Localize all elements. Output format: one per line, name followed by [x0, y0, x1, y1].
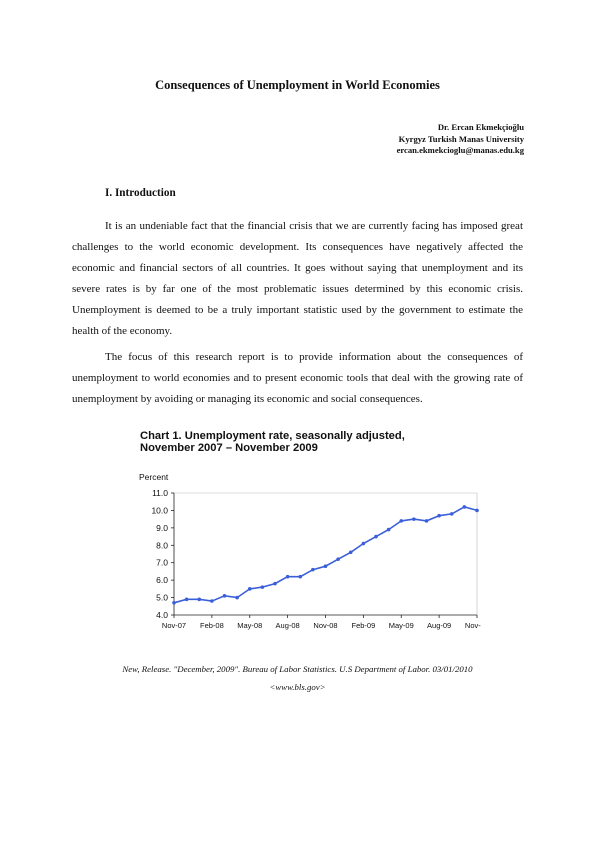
data-point: [222, 594, 227, 598]
paper-title: Consequences of Unemployment in World Ec…: [155, 78, 440, 92]
data-point: [311, 567, 315, 572]
data-point: [260, 585, 265, 589]
chart-plot: 4.0 5.0 6.0 7.0 8.0 9.0 10.0 11.0 Nov-07 Feb-08 Ma…: [151, 488, 481, 630]
chart-y-axis-label: Percent: [139, 472, 169, 482]
chart-title-line-1: Chart 1. Unemployment rate, seasonally a…: [140, 430, 405, 442]
data-point: [348, 550, 353, 555]
data-point: [210, 599, 214, 603]
data-point: [172, 601, 176, 605]
y-tick-label: 7.0: [156, 558, 168, 568]
data-point: [184, 597, 189, 602]
data-point: [449, 512, 454, 516]
data-point: [412, 517, 416, 521]
y-tick-label: 10.0: [151, 505, 168, 515]
intro-paragraph-1: It is an undeniable fact that the financ…: [72, 220, 523, 337]
author-affiliation: Kyrgyz Turkish Manas University: [398, 133, 524, 144]
data-point: [374, 534, 378, 539]
chart-title-line-2: November 2007 – November 2009: [140, 442, 318, 454]
data-point: [399, 519, 404, 523]
unemployment-chart: Chart 1. Unemployment rate, seasonally a…: [136, 428, 481, 634]
x-tick-label: Feb-09: [351, 621, 375, 630]
data-point: [386, 527, 391, 532]
data-point: [424, 519, 429, 523]
data-point: [247, 587, 252, 591]
author-name: Dr. Ercan Ekmekçioğlu: [437, 122, 524, 132]
x-tick-label: May-09: [389, 621, 414, 630]
y-tick-label: 11.0: [152, 488, 168, 498]
data-point: [285, 574, 290, 579]
data-point: [462, 505, 467, 509]
unemployment-rate-line: [173, 506, 478, 604]
data-point: [336, 557, 340, 562]
chart-title: Chart 1. Unemployment rate, seasonally a…: [140, 430, 405, 454]
data-point: [298, 574, 303, 579]
x-tick-label: May-08: [237, 621, 262, 630]
author-email: ercan.ekmekcioglu@manas.edu.kg: [396, 145, 524, 155]
y-tick-label: 5.0: [156, 593, 168, 603]
source-line-2: <www.bls.gov>: [269, 682, 326, 692]
data-point: [197, 597, 202, 602]
author-block: Dr. Ercan Ekmekçioğlu Kyrgyz Turkish Man…: [397, 122, 524, 157]
data-point: [361, 541, 366, 546]
x-tick-label: Aug-09: [427, 621, 451, 630]
source-citation: New, Release. "December, 2009". Bureau o…: [0, 660, 595, 696]
x-tick-label: Nov-07: [162, 621, 186, 630]
y-tick-label: 4.0: [156, 610, 168, 620]
intro-paragraph-2: The focus of this research report is to …: [72, 351, 523, 405]
source-line-1: New, Release. "December, 2009". Bureau o…: [122, 664, 473, 674]
section-heading: I. Introduction: [105, 187, 176, 199]
data-point: [437, 513, 441, 518]
data-point: [235, 595, 239, 600]
data-point: [273, 581, 277, 586]
y-tick-label: 9.0: [156, 523, 168, 533]
data-point: [323, 564, 328, 568]
x-tick-label: Nov-08: [313, 621, 337, 630]
y-tick-label: 6.0: [156, 575, 168, 585]
x-tick-label: Nov-09: [465, 621, 481, 630]
x-tick-label: Aug-08: [276, 621, 300, 630]
x-tick-label: Feb-08: [200, 621, 224, 630]
data-point: [475, 508, 479, 513]
y-tick-label: 8.0: [156, 540, 168, 550]
